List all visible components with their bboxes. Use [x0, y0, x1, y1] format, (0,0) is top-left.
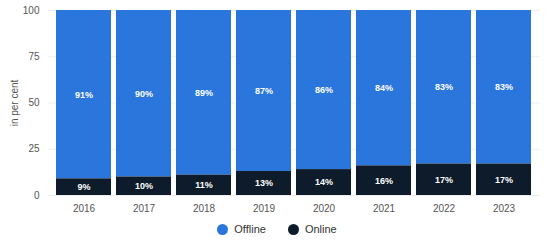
svg-text:91%: 91% — [75, 90, 93, 100]
svg-text:50: 50 — [28, 97, 40, 108]
svg-text:0: 0 — [34, 190, 40, 201]
svg-text:9%: 9% — [77, 182, 90, 192]
svg-text:in per cent: in per cent — [9, 79, 20, 126]
html-text:Offline: Offline — [234, 223, 266, 235]
svg-text:14%: 14% — [315, 177, 333, 187]
svg-text:75: 75 — [28, 51, 40, 62]
svg-text:2018: 2018 — [193, 203, 216, 214]
svg-text:11%: 11% — [195, 180, 213, 190]
svg-text:10%: 10% — [135, 181, 153, 191]
svg-text:2017: 2017 — [133, 203, 156, 214]
svg-text:84%: 84% — [375, 83, 393, 93]
svg-text:16%: 16% — [375, 176, 393, 186]
svg-text:25: 25 — [28, 143, 40, 154]
html-text:Online: Online — [304, 223, 337, 235]
svg-text:13%: 13% — [255, 178, 273, 188]
svg-text:83%: 83% — [495, 82, 513, 92]
svg-text:90%: 90% — [135, 89, 153, 99]
svg-text:89%: 89% — [195, 88, 213, 98]
svg-text:2021: 2021 — [373, 203, 396, 214]
svg-text:2019: 2019 — [253, 203, 276, 214]
svg-text:17%: 17% — [435, 175, 453, 185]
svg-text:86%: 86% — [315, 85, 333, 95]
svg-text:83%: 83% — [435, 82, 453, 92]
svg-text:87%: 87% — [255, 86, 273, 96]
svg-text:17%: 17% — [495, 175, 513, 185]
svg-text:2022: 2022 — [433, 203, 456, 214]
svg-text:100: 100 — [23, 5, 40, 16]
svg-text:2016: 2016 — [73, 203, 96, 214]
svg-text:2023: 2023 — [493, 203, 516, 214]
svg-text:2020: 2020 — [313, 203, 336, 214]
